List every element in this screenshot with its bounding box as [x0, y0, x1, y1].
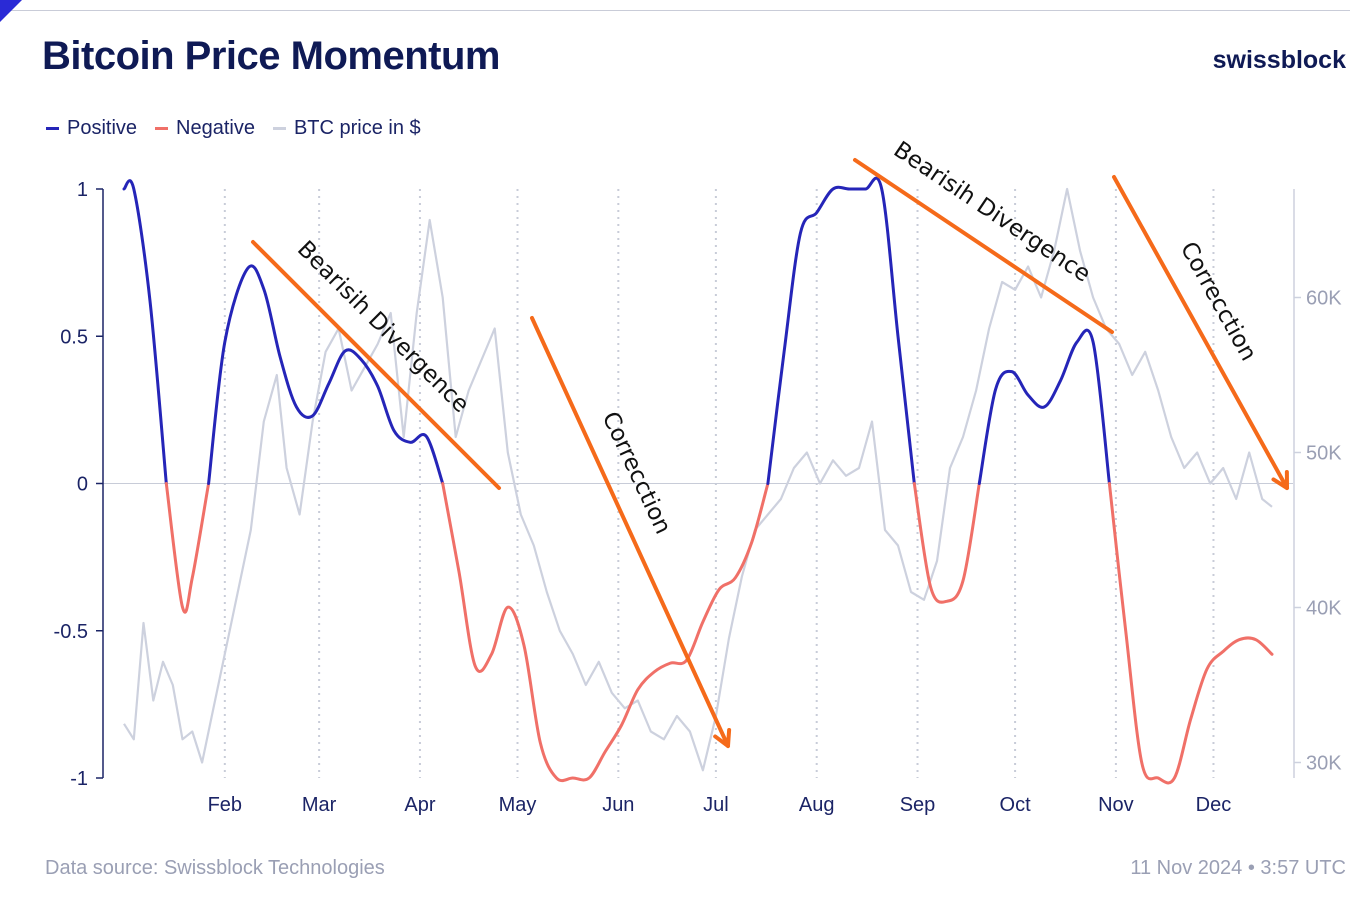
legend-label-negative: Negative — [176, 117, 255, 139]
y-right-tick-label: 60K — [1306, 288, 1342, 310]
btc-price-line — [123, 187, 1273, 772]
legend-item-btc-price: BTC price in $ — [272, 117, 421, 140]
x-tick-label-sep: Sep — [900, 794, 936, 816]
momentum-positive-segment — [977, 328, 1111, 485]
page-title: Bitcoin Price Momentum — [42, 34, 500, 78]
momentum-positive-segment — [207, 264, 445, 485]
x-tick-label-mar: Mar — [302, 794, 337, 816]
chart-series — [122, 176, 1274, 785]
momentum-negative-segment — [1107, 482, 1274, 785]
x-tick-label-dec: Dec — [1196, 794, 1232, 816]
legend-item-positive: Positive — [46, 117, 137, 140]
x-tick-label-jul: Jul — [703, 794, 729, 816]
momentum-negative-segment — [164, 482, 211, 614]
legend-label-positive: Positive — [67, 117, 138, 139]
legend-item-negative: Negative — [155, 117, 255, 140]
data-source-note: Data source: Swissblock Technologies — [45, 857, 385, 879]
y-right-tick-label: 30K — [1306, 753, 1342, 775]
corner-accent — [0, 0, 22, 22]
chart-legend: Positive Negative BTC price in $ — [46, 117, 421, 140]
top-divider — [0, 10, 1350, 11]
correction-arrow — [530, 316, 730, 748]
arrowhead-icon — [1271, 470, 1289, 490]
annotation-label: Bearisih Divergence — [889, 137, 1095, 288]
y-left-tick-label: -1 — [70, 768, 88, 790]
legend-label-btc-price: BTC price in $ — [293, 117, 421, 139]
x-tick-label-jun: Jun — [602, 794, 634, 816]
y-left-tick-label: 0.5 — [60, 326, 88, 348]
correction-arrow — [1112, 175, 1289, 490]
annotation-label: Correcction — [597, 408, 676, 538]
y-left-tick-label: 1 — [77, 179, 88, 201]
annotation-label: Correcction — [1175, 238, 1262, 366]
divergence-line — [251, 240, 501, 490]
x-tick-label-nov: Nov — [1098, 794, 1134, 816]
momentum-negative-segment — [912, 482, 981, 604]
arrowhead-icon — [713, 728, 732, 748]
y-left-tick-label: -0.5 — [54, 621, 88, 643]
x-tick-label-may: May — [499, 794, 537, 816]
legend-swatch-negative — [155, 127, 169, 130]
momentum-positive-segment — [766, 176, 916, 485]
legend-swatch-btc-price — [272, 127, 286, 130]
chart-grid — [103, 189, 1293, 778]
divergence-line — [853, 158, 1114, 334]
y-right-tick-label: 40K — [1306, 598, 1342, 620]
x-tick-label-aug: Aug — [799, 794, 835, 816]
x-tick-label-oct: Oct — [1000, 794, 1032, 816]
timestamp: 11 Nov 2024 • 3:57 UTC — [1130, 857, 1346, 879]
momentum-positive-segment — [122, 179, 168, 485]
momentum-negative-segment — [441, 482, 770, 783]
chart-ticks: Feb Mar Apr May Jun Jul Aug Sep Oct Nov Dec 1 0.5 0 -0… — [54, 179, 1343, 816]
y-right-tick-label: 50K — [1306, 443, 1342, 465]
brand-logo: swissblock — [1212, 46, 1346, 74]
x-tick-label-feb: Feb — [208, 794, 242, 816]
legend-swatch-positive — [46, 127, 59, 130]
y-left-tick-label: 0 — [77, 474, 88, 496]
x-tick-label-apr: Apr — [404, 794, 435, 816]
chart-axes — [96, 188, 1301, 779]
